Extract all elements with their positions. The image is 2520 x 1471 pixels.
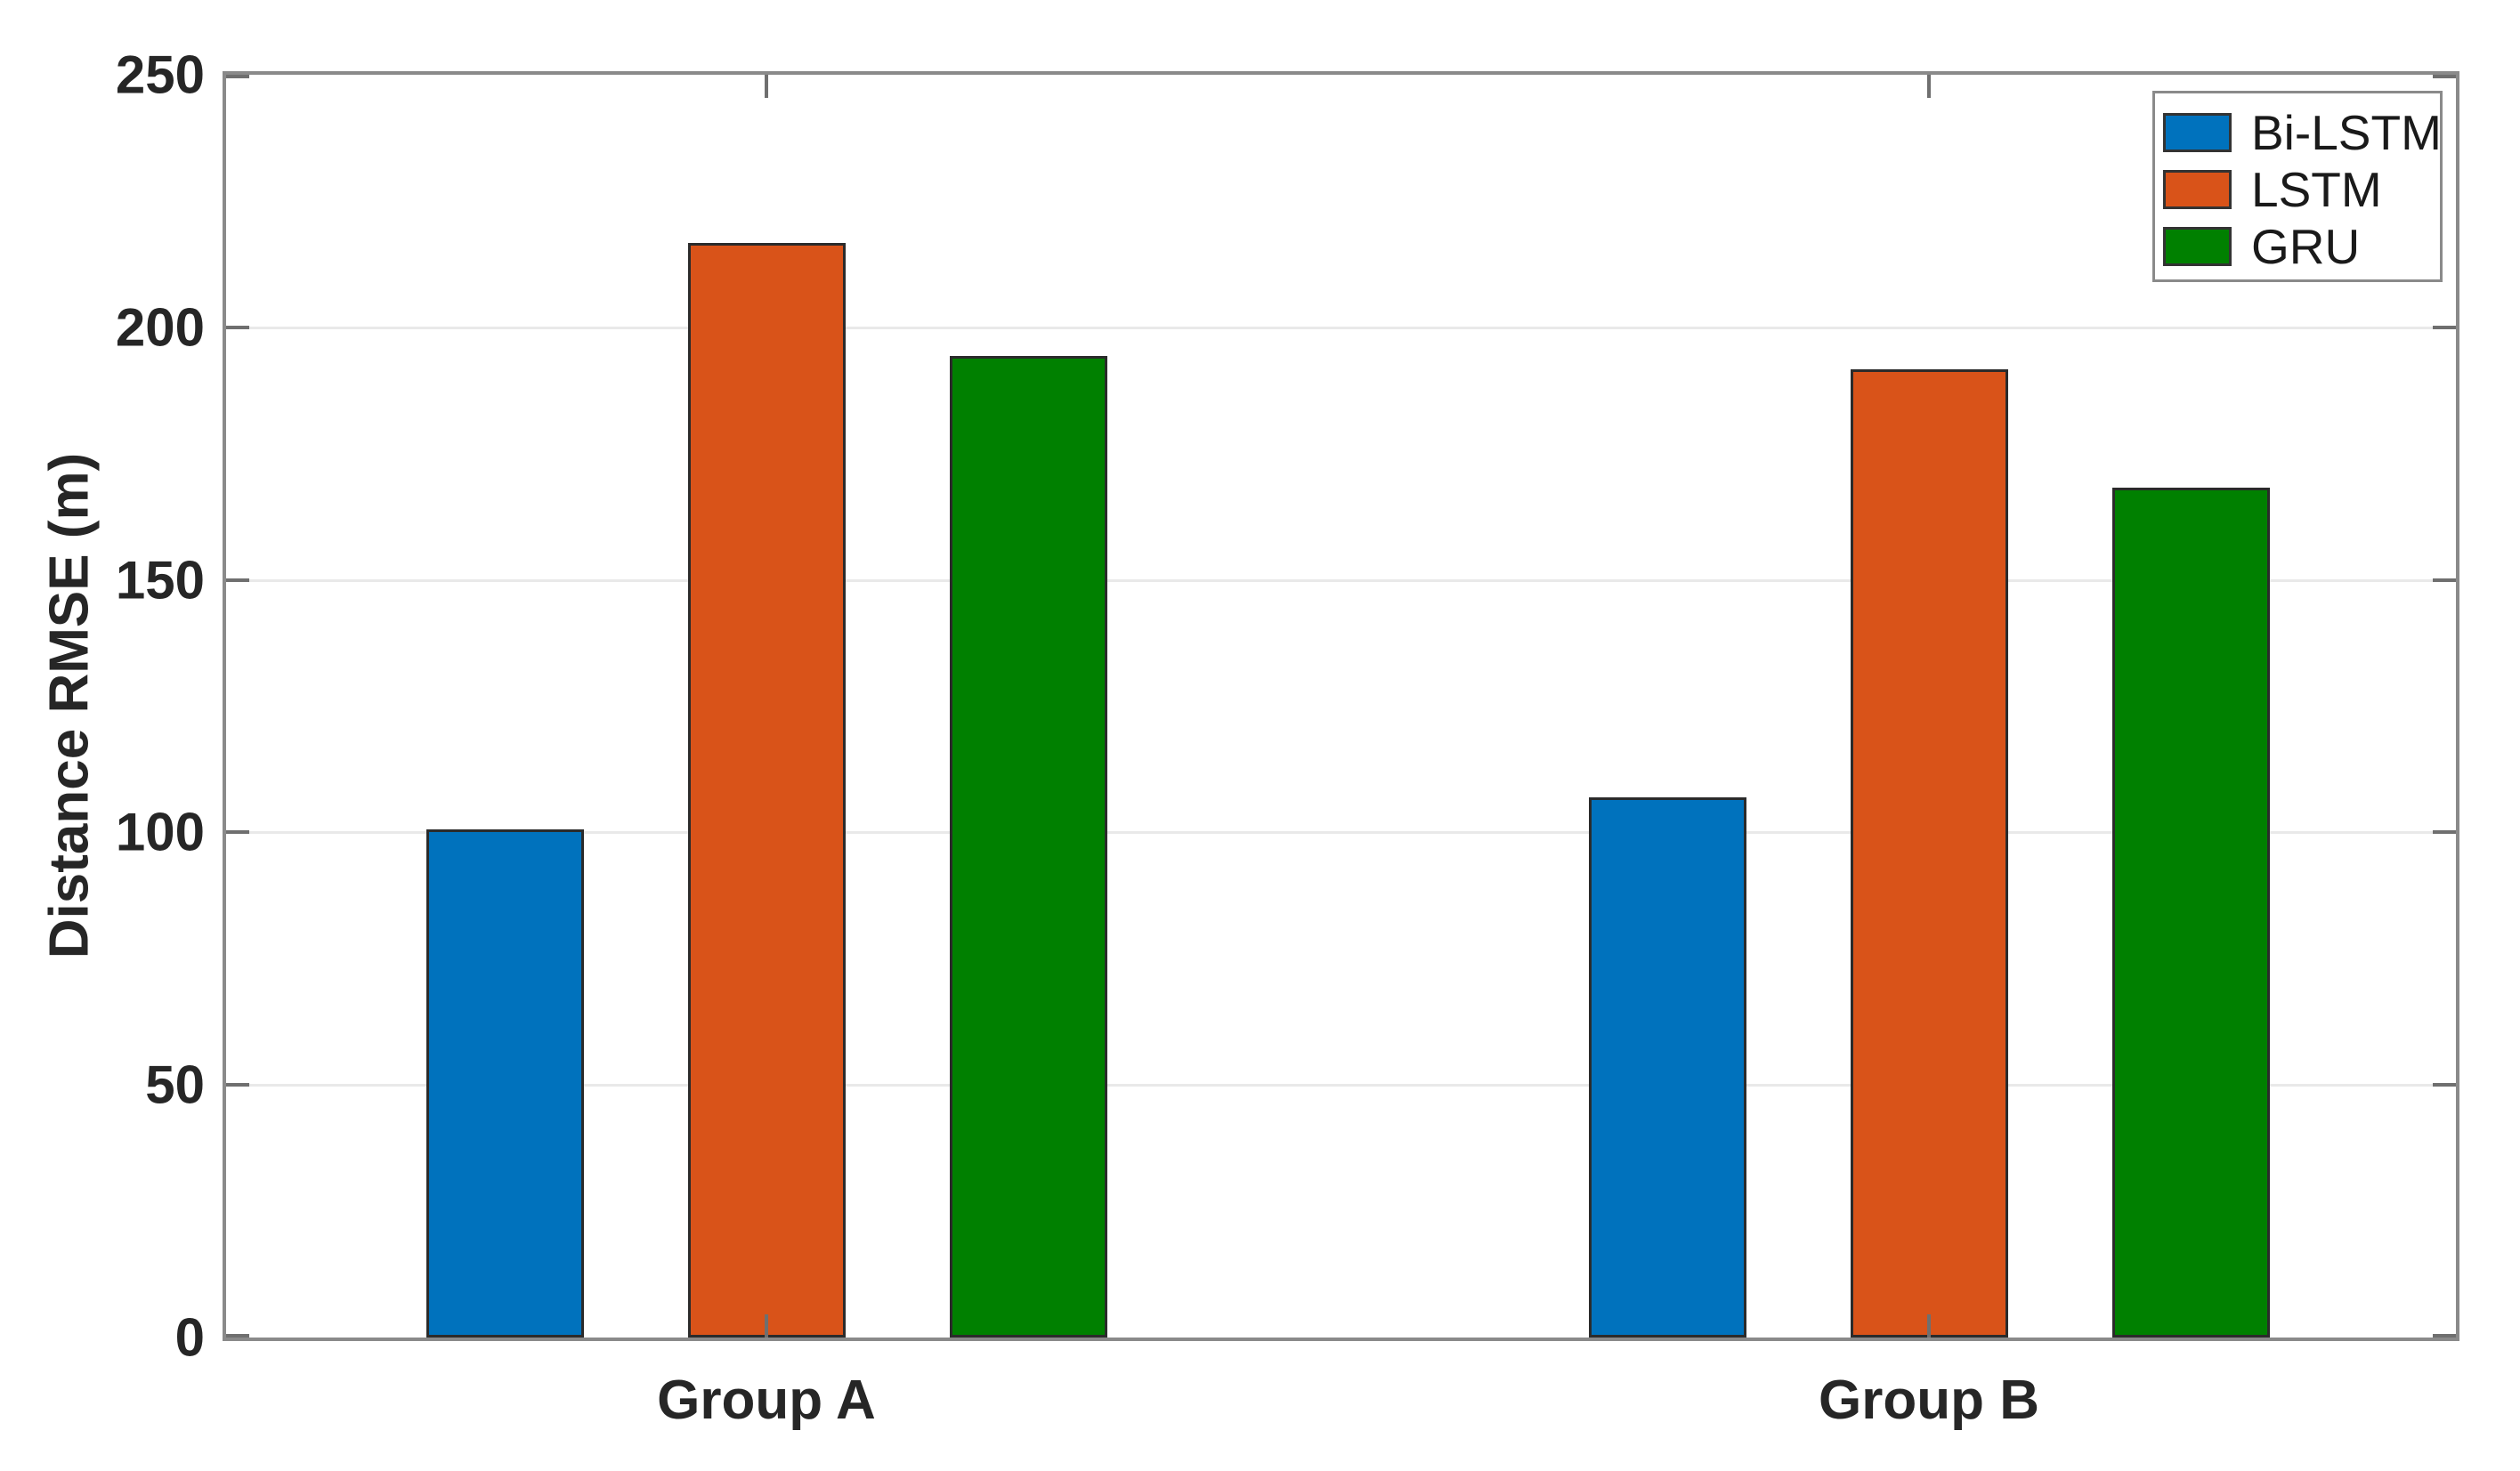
legend-swatch-bi-lstm [2163,113,2232,152]
y-tick-left-0 [226,1334,249,1338]
legend-label-lstm: LSTM [2251,162,2382,217]
bar-bi-lstm-group-b [1588,797,1746,1338]
x-tick-bottom-1 [765,1314,768,1338]
x-tick-bottom-2 [1927,1314,1931,1338]
y-tick-right-150 [2433,578,2456,582]
legend-item-lstm: LSTM [2163,161,2440,218]
y-tick-right-250 [2433,75,2456,78]
y-tick-right-50 [2433,1083,2456,1087]
legend: Bi-LSTM LSTM GRU [2152,91,2443,282]
x-tick-top-1 [765,75,768,98]
legend-item-bi-lstm: Bi-LSTM [2163,104,2442,161]
bar-bi-lstm-group-a [425,829,584,1338]
legend-label-gru: GRU [2251,219,2361,274]
gridline-y-50 [226,1084,2456,1087]
gridline-y-100 [226,831,2456,835]
y-axis-label: Distance RMSE (m) [38,452,101,959]
y-tick-right-100 [2433,830,2456,835]
legend-swatch-lstm [2163,170,2232,209]
x-tick-top-2 [1927,75,1931,98]
legend-swatch-gru [2163,227,2232,266]
bar-lstm-group-a [687,243,846,1338]
y-tick-label-200: 200 [115,297,205,358]
y-tick-label-150: 150 [115,550,205,610]
y-tick-left-50 [226,1083,249,1087]
plot-area [223,71,2459,1341]
y-tick-label-0: 0 [174,1307,205,1368]
bar-lstm-group-b [1850,369,2008,1338]
y-tick-right-200 [2433,325,2456,329]
x-category-label-2: Group B [1819,1370,2039,1431]
y-tick-left-150 [226,578,249,582]
y-tick-left-100 [226,830,249,835]
bar-gru-group-a [949,356,1107,1338]
x-category-label-1: Group A [657,1370,876,1431]
legend-label-bi-lstm: Bi-LSTM [2251,105,2442,160]
y-tick-label-250: 250 [115,44,205,105]
y-tick-left-200 [226,325,249,329]
gridline-y-150 [226,578,2456,582]
gridline-y-200 [226,326,2456,329]
y-tick-label-100: 100 [115,802,205,862]
y-tick-left-250 [226,75,249,78]
y-tick-right-0 [2433,1334,2456,1338]
y-tick-label-50: 50 [145,1055,205,1115]
legend-item-gru: GRU [2163,218,2440,275]
bar-gru-group-b [2111,488,2270,1338]
